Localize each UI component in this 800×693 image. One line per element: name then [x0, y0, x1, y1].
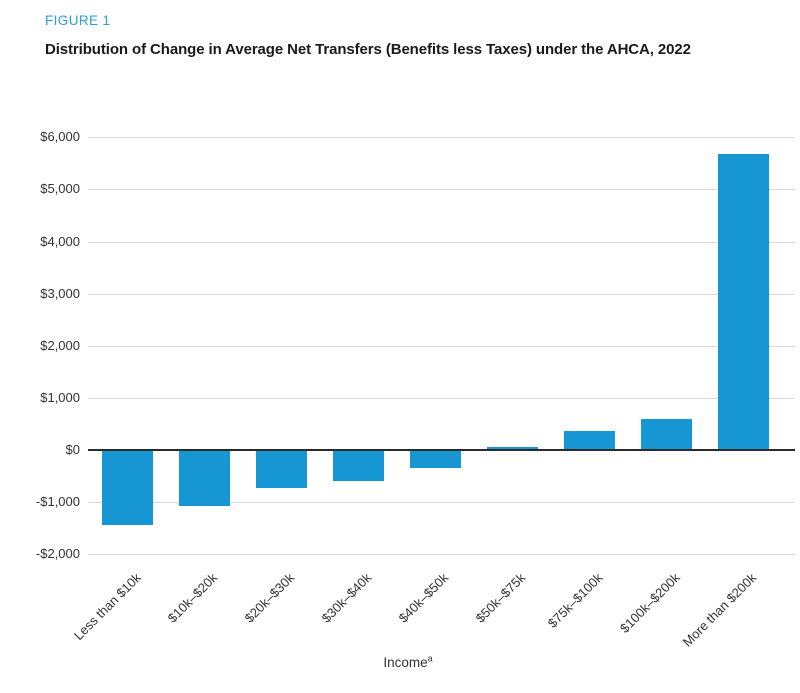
bar [486, 446, 538, 450]
figure-title: Distribution of Change in Average Net Tr… [45, 41, 691, 58]
y-tick-label: $5,000 [40, 181, 80, 197]
x-tick-label: $50k–$75k [473, 570, 529, 626]
y-tick-label: $0 [65, 442, 80, 457]
gridline [88, 241, 795, 243]
bar [563, 431, 615, 450]
bar [409, 450, 461, 469]
figure-number-label: FIGURE 1 [45, 13, 111, 28]
y-tick-label: $3,000 [40, 285, 80, 301]
bar [332, 450, 384, 481]
y-tick-label: -$2,000 [35, 546, 80, 562]
x-tick-label: $20k–$30k [242, 570, 298, 626]
x-axis-title-superscript: a [427, 653, 433, 664]
gridline [88, 137, 795, 139]
bar [640, 418, 692, 450]
bar [178, 450, 230, 507]
x-tick-label: $40k–$50k [396, 570, 452, 626]
gridline [88, 397, 795, 399]
x-axis-title-text: Income [383, 655, 428, 670]
y-tick-label: -$1,000 [35, 494, 80, 510]
gridline [88, 502, 795, 504]
zero-axis-line-rule [88, 449, 795, 451]
x-tick-label: $100k–$200k [616, 570, 683, 636]
gridline [88, 345, 795, 347]
bar [101, 450, 153, 526]
gridline [88, 189, 795, 191]
y-tick-label: $6,000 [40, 129, 80, 145]
y-tick-label: $2,000 [40, 337, 80, 353]
x-tick-label: $30k–$40k [319, 570, 375, 626]
x-tick-label: $75k–$100k [544, 570, 606, 631]
x-tick-label: $10k–$20k [165, 570, 221, 626]
x-tick-label: Less than $10k [70, 570, 144, 643]
y-tick-label: $4,000 [40, 233, 80, 249]
y-tick-label: $1,000 [40, 389, 80, 405]
bar [255, 450, 307, 489]
gridline [88, 293, 795, 295]
x-axis-title: Incomea [88, 653, 728, 670]
x-tick-label: More than $200k [680, 570, 760, 650]
bar [717, 154, 769, 450]
gridline [88, 554, 795, 556]
